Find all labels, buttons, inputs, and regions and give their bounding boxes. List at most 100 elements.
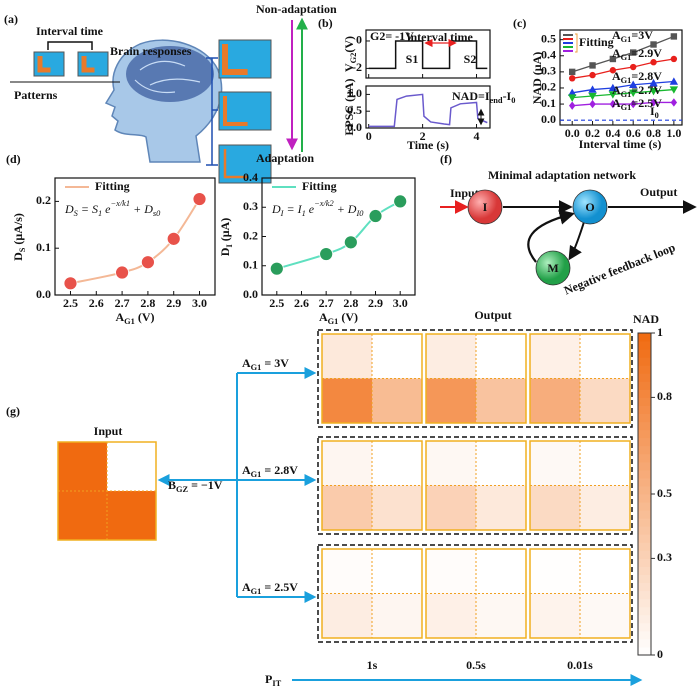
colorbar-step — [638, 437, 651, 447]
text-part: e — [306, 202, 315, 216]
y-tick-label: 0.0 — [347, 120, 362, 134]
colorbar-step — [638, 477, 651, 487]
cell-divider — [426, 441, 526, 530]
marker — [609, 67, 617, 74]
cell-divider — [322, 549, 422, 638]
group-box — [317, 329, 633, 428]
colorbar-step — [638, 341, 651, 350]
marker — [569, 75, 576, 82]
colorbar-step — [638, 381, 651, 390]
s1-label: S1 — [406, 52, 419, 66]
bracket — [206, 57, 218, 166]
output-cell — [476, 334, 526, 379]
output-label: Output — [640, 185, 677, 199]
text-part: A — [242, 356, 251, 370]
colorbar-step — [638, 397, 651, 406]
node-label: O — [585, 200, 594, 214]
text-part: G1 — [621, 103, 632, 112]
data-point — [63, 276, 78, 291]
text-part: end — [490, 96, 503, 105]
x-tick-label: 0.8 — [646, 126, 661, 140]
interval-label: interval time — [407, 30, 473, 44]
colorbar-step — [638, 494, 651, 503]
text-part: G1 — [251, 587, 262, 596]
text-part: A — [242, 463, 251, 477]
output-cell — [372, 441, 422, 486]
plot-frame — [54, 177, 216, 296]
y-tick-label: 0.2 — [36, 193, 51, 207]
data-point — [115, 265, 129, 280]
colorbar-step — [638, 574, 651, 584]
colorbar-step — [638, 598, 651, 608]
marker — [670, 55, 678, 63]
y-tick-label: 0 — [356, 33, 362, 47]
colorbar-step — [638, 469, 651, 479]
output-cell — [372, 549, 422, 594]
output-cell — [580, 549, 630, 594]
legend-label: AG1=2.8V — [612, 69, 662, 85]
text-part: G1 — [621, 90, 632, 99]
output-cell — [530, 378, 580, 423]
data-point — [319, 247, 334, 261]
marker — [670, 33, 678, 40]
marker — [650, 98, 657, 107]
x-tick-label: 1.0 — [666, 126, 681, 140]
text-part: GZ — [176, 485, 189, 494]
text-part: G1 — [328, 317, 339, 326]
output-cell — [580, 334, 630, 379]
text-part: 0 — [655, 111, 659, 120]
text-part: = 2.5V — [261, 580, 298, 594]
pattern-shape — [223, 96, 248, 126]
text-part: B — [168, 478, 176, 492]
output-cell — [372, 485, 422, 530]
marker — [629, 89, 638, 97]
text-part: −x/k2 — [314, 199, 334, 208]
y-axis-label: VG2(V) — [342, 36, 358, 72]
column-label: 0.01s — [567, 658, 593, 672]
marker — [669, 86, 679, 94]
colorbar-step — [638, 558, 651, 567]
map-border — [425, 548, 527, 639]
text-part: = S — [78, 202, 98, 216]
colorbar-tick-label: 1 — [657, 325, 663, 339]
output-cell — [322, 549, 372, 594]
bracket — [47, 41, 93, 50]
plot-frame — [365, 85, 491, 129]
bracket — [575, 33, 578, 53]
x-tick-label: 2.8 — [343, 296, 358, 310]
y-tick-label: 0.0 — [243, 287, 258, 301]
text-part: G2 — [349, 53, 358, 64]
marker — [568, 94, 577, 102]
y-tick-label: 0.4 — [541, 48, 556, 62]
colorbar-step — [638, 630, 651, 640]
marker — [609, 55, 617, 63]
x-tick-label: 2 — [420, 129, 426, 143]
marker — [608, 91, 618, 99]
colorbar-step — [638, 614, 651, 624]
y-axis-label: DI (μA) — [218, 218, 234, 256]
marker — [630, 99, 637, 109]
text-part: D — [271, 202, 281, 216]
data-point — [166, 231, 181, 246]
text-part: =2.7V — [631, 83, 662, 97]
y-tick-label: 0.1 — [541, 96, 556, 110]
text-part: A — [612, 83, 621, 97]
output-cell — [426, 378, 476, 423]
colorbar-step — [638, 622, 651, 632]
colorbar-step — [638, 429, 651, 439]
plot-frame — [261, 177, 416, 296]
network-title: Minimal adaptation network — [488, 168, 636, 182]
map-border — [425, 440, 527, 531]
colorbar-step — [638, 389, 651, 398]
x-axis-label: AG1 (V) — [115, 310, 154, 326]
text-part: =2.5V — [631, 96, 662, 110]
x-tick-label: 0.6 — [626, 126, 641, 140]
series-line — [572, 88, 674, 99]
text-part: S — [74, 209, 79, 218]
output-cell — [580, 378, 630, 423]
row-label: AG1 = 3V — [242, 356, 289, 372]
map-border — [321, 333, 423, 424]
node-label: M — [547, 261, 558, 275]
formula: DS = S1 e−x/k1 + Ds0 — [64, 199, 161, 218]
text-part: G1 — [621, 35, 632, 44]
